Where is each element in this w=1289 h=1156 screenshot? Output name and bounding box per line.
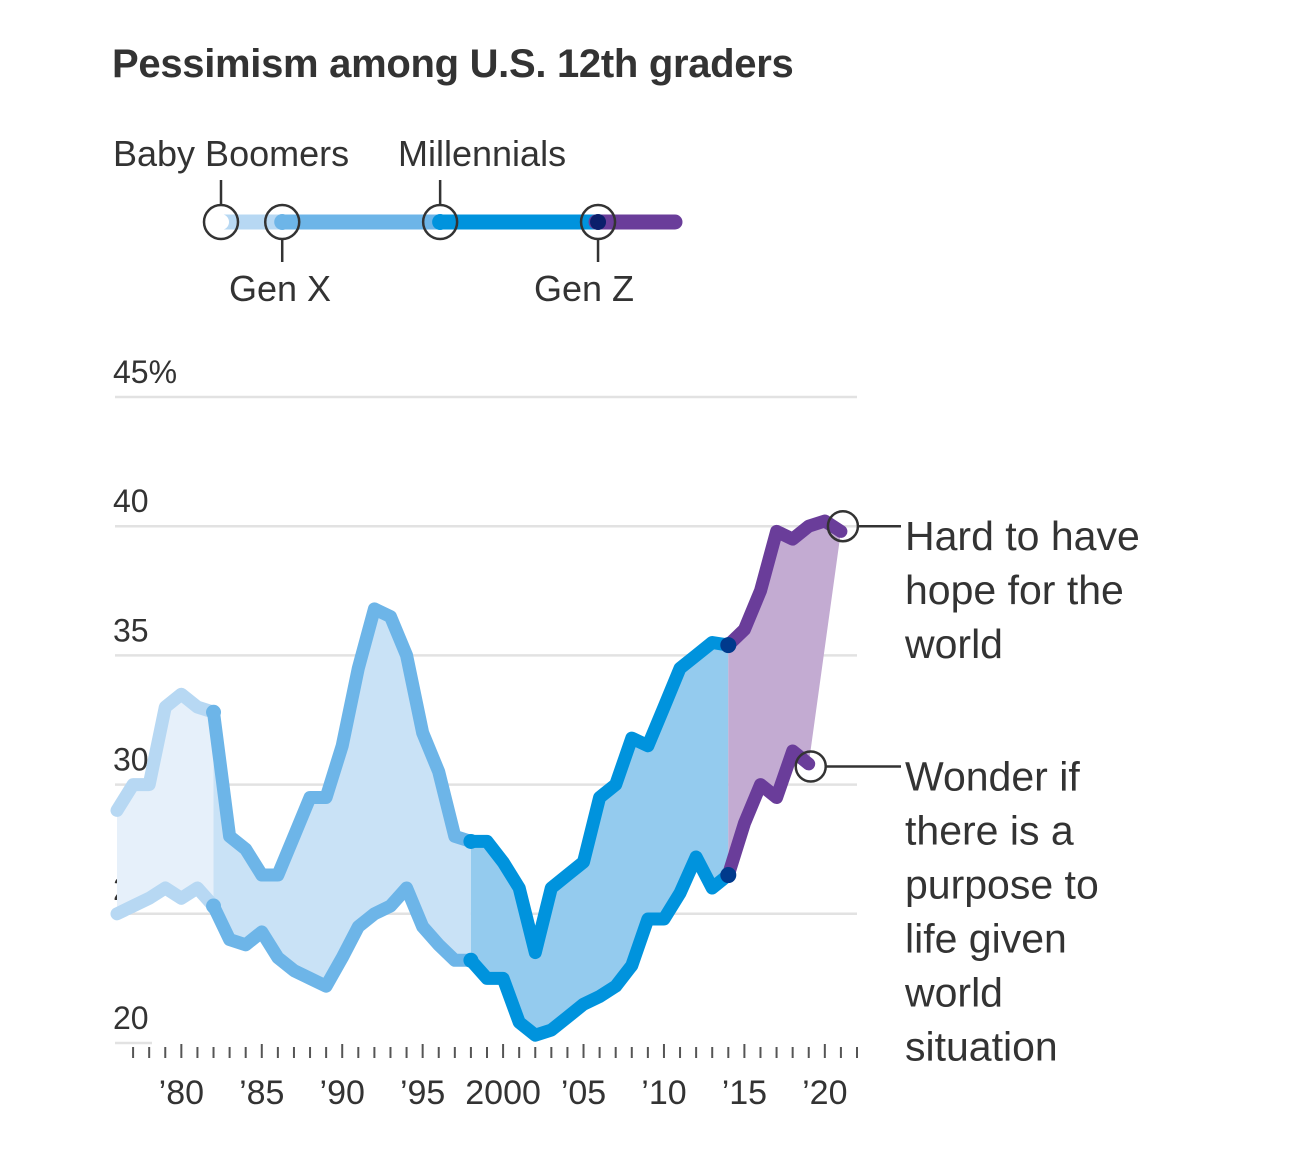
band-gen-x: [213, 608, 471, 987]
end-label-line: Wonder if: [905, 754, 1080, 800]
legend-label-gen-x: Gen X: [229, 268, 331, 309]
end-labels: Hard to have hope for the world Wonder if th…: [904, 513, 1140, 1069]
generation-boundary-dot: [206, 704, 222, 720]
y-tick-label: 40: [113, 483, 149, 519]
legend-dot: [432, 214, 449, 230]
generation-boundary-dot: [206, 898, 222, 914]
series-line-2: [721, 744, 816, 882]
x-tick-label: ’95: [400, 1074, 445, 1112]
legend-dot: [590, 214, 607, 230]
series-line-2: [464, 850, 735, 1042]
x-tick-label: ’90: [320, 1074, 365, 1112]
generation-legend: Baby Boomers Gen X Millennials Gen Z: [113, 133, 683, 309]
generation-boundary-dot: [463, 952, 479, 968]
x-tick-label: ’10: [641, 1074, 686, 1112]
series-line-1: [464, 636, 735, 960]
y-tick-label: 45%: [113, 354, 177, 390]
end-label-line: life given: [905, 916, 1067, 962]
band-baby-boomers: [117, 694, 214, 914]
gen-z-start-dot: [720, 867, 737, 884]
series-lines: [110, 514, 848, 1042]
generation-boundary-dot: [463, 833, 479, 849]
series-line-1: [110, 687, 220, 817]
band-millennials: [470, 642, 729, 1036]
gen-z-start-dot: [720, 637, 737, 654]
x-tick-label: ’80: [159, 1074, 204, 1112]
end-label-line: Hard to have: [905, 513, 1140, 559]
x-tick-label: ’05: [561, 1074, 606, 1112]
series-line-1: [721, 514, 848, 652]
y-axis-labels: 45%4035302520: [113, 354, 177, 1036]
chart-title: Pessimism among U.S. 12th graders: [112, 42, 794, 86]
y-tick-label: 20: [113, 1000, 149, 1036]
y-tick-label: 35: [113, 612, 149, 648]
end-label-line: hope for the: [905, 567, 1124, 613]
end-label-line: situation: [905, 1024, 1058, 1070]
x-tick-label: ’15: [722, 1074, 767, 1112]
legend-label-millennials: Millennials: [398, 133, 566, 174]
series-line-2: [110, 881, 220, 921]
x-tick-label: 2000: [465, 1074, 541, 1112]
legend-label-baby-boomers: Baby Boomers: [113, 133, 349, 174]
x-tick-label: ’20: [802, 1074, 847, 1112]
legend-dot: [213, 214, 229, 230]
end-label-line: there is a: [905, 808, 1074, 854]
y-tick-label: 30: [113, 742, 149, 778]
legend-dot: [274, 214, 291, 230]
end-markers: [794, 509, 901, 783]
series-line-2: [207, 881, 478, 993]
end-label-line: world: [904, 621, 1003, 667]
x-tick-label: ’85: [239, 1074, 284, 1112]
x-axis: ’80 ’85 ’90 ’95 2000 ’05 ’10 ’15 ’20: [132, 1044, 858, 1112]
series-line-1: [207, 602, 478, 882]
end-label-line: purpose to: [905, 862, 1099, 908]
legend-label-gen-z: Gen Z: [534, 268, 634, 309]
end-label-line: world: [904, 970, 1003, 1016]
